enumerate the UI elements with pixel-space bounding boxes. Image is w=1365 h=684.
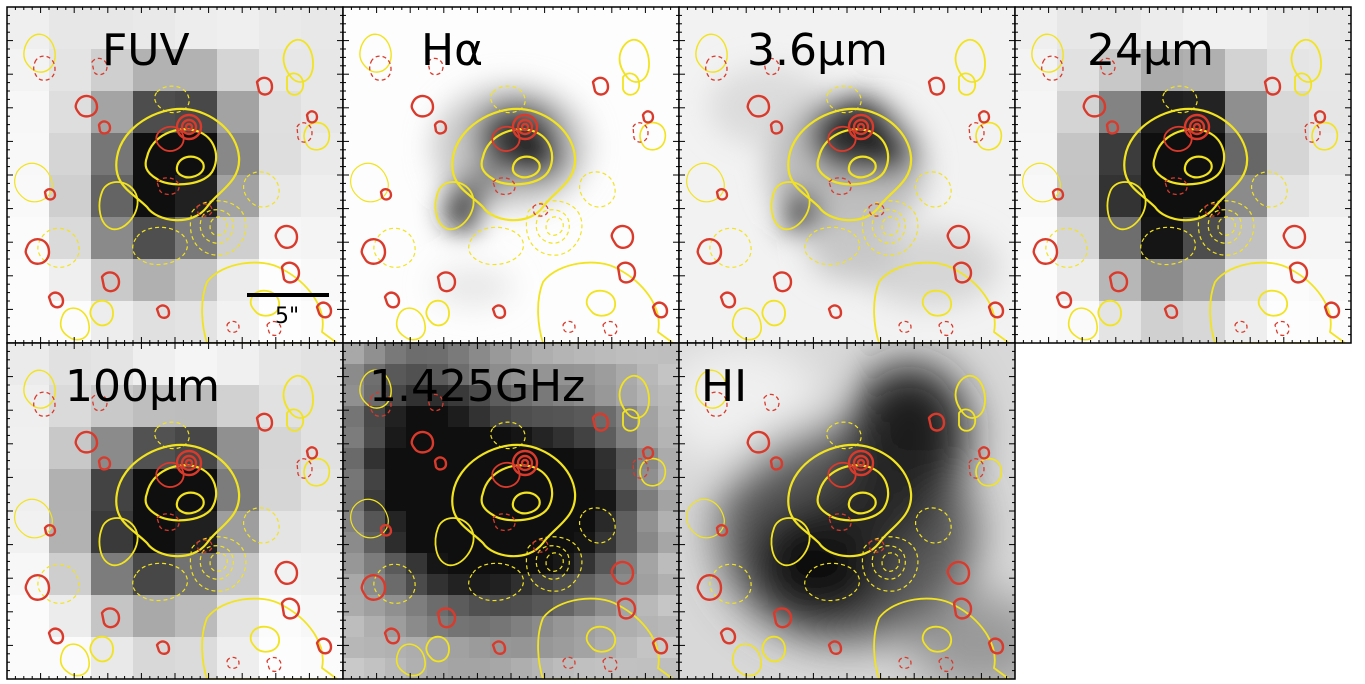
panel-label-fuv: FUV [102,25,190,76]
panel-label-hi: HI [701,361,747,412]
mips24-image [1015,7,1351,343]
panel-100um: 100μm [6,342,344,680]
panel-halpha: Hα [342,6,680,344]
panel-label-halpha: Hα [421,25,483,76]
panel-hi: HI [678,342,1016,680]
contours [14,33,338,343]
panel-1-425ghz: 1.425GHz [342,342,680,680]
pacs100-image [7,343,343,679]
panel-3-6um: 3.6μm [678,6,1016,344]
hi-image [679,343,1015,679]
panel-label-3-6um: 3.6μm [747,25,888,76]
scale-bar-label: 5" [275,304,299,329]
panel-label-24um: 24μm [1087,25,1214,76]
panel-label-1-425ghz: 1.425GHz [369,361,585,412]
panel-24um: 24μm [1014,6,1352,344]
panel-label-100um: 100μm [65,361,220,412]
panel-fuv: FUV 5" [6,6,344,344]
